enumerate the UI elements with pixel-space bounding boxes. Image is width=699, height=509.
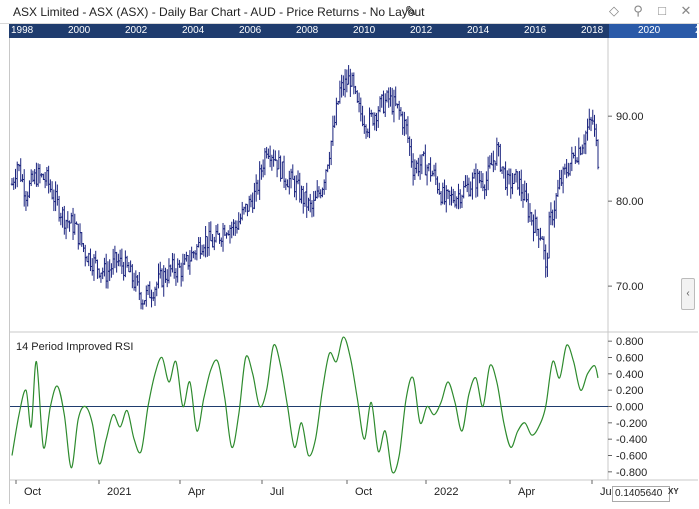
rsi-tick-label: 0.000 — [616, 402, 644, 414]
rsi-tick-label: -0.400 — [616, 434, 647, 446]
navigator-year-label: 2018 — [581, 25, 604, 36]
navigator-year-label: 2010 — [353, 25, 376, 36]
rsi-tick-label: -0.800 — [616, 467, 647, 479]
price-tick-label: 80.00 — [616, 196, 644, 208]
navigator-year-label: 2008 — [296, 25, 319, 36]
price-axis-scroll-handle[interactable]: ‹ — [681, 278, 695, 310]
navigator-selection[interactable] — [609, 24, 697, 38]
value-readout: 0.1405640 — [612, 486, 670, 502]
navigator-year-label: 2006 — [239, 25, 262, 36]
diamond-icon[interactable]: ◇ — [609, 3, 619, 18]
navigator-year-label: 2004 — [182, 25, 205, 36]
rsi-tick-label: -0.600 — [616, 451, 647, 463]
x-tick-label: 2021 — [107, 486, 131, 498]
chart-canvas: 70.00 80.00 90.00 14 Period Improved RSI 0.8… — [10, 38, 698, 498]
rsi-tick-label: 0.600 — [616, 353, 644, 365]
navigator-year-label: 2002 — [125, 25, 148, 36]
navigator-year-label: 2020 — [638, 25, 661, 36]
rsi-tick-label: 0.200 — [616, 385, 644, 397]
indicator-title: 14 Period Improved RSI — [16, 341, 133, 353]
pencil-icon[interactable]: ✎ — [405, 3, 417, 19]
maximize-icon[interactable]: □ — [658, 3, 666, 18]
navigator-year-label: 2000 — [68, 25, 91, 36]
x-tick-label: Oct — [355, 486, 372, 498]
chart-title: ASX Limited - ASX (ASX) - Daily Bar Char… — [13, 5, 425, 19]
price-tick-label: 70.00 — [616, 281, 644, 293]
xy-toggle[interactable]: XY — [668, 487, 679, 496]
x-tick-label: 2022 — [434, 486, 458, 498]
x-tick-label: Apr — [188, 486, 205, 498]
navigator-year-label: 2022 — [695, 25, 697, 36]
rsi-tick-label: -0.200 — [616, 418, 647, 430]
x-tick-label: Oct — [24, 486, 41, 498]
timeline-navigator[interactable]: 1998 2000 2002 2004 2006 2008 2010 2012 2014 2016… — [9, 24, 697, 38]
window-controls: ◇ ⚲ □ ✕ — [607, 3, 693, 19]
rsi-line — [11, 336, 599, 474]
x-tick-label: Jul — [270, 486, 284, 498]
price-tick-label: 90.00 — [616, 111, 644, 123]
navigator-year-label: 1998 — [11, 25, 34, 36]
navigator-year-label: 2014 — [467, 25, 490, 36]
chart-title-bar: ASX Limited - ASX (ASX) - Daily Bar Char… — [0, 0, 699, 24]
rsi-tick-label: 0.800 — [616, 336, 644, 348]
x-tick-label: Jul — [600, 486, 614, 498]
close-icon[interactable]: ✕ — [680, 3, 692, 18]
navigator-year-label: 2012 — [410, 25, 433, 36]
chart-frame: 70.00 80.00 90.00 14 Period Improved RSI 0.8… — [9, 38, 698, 504]
pin-icon[interactable]: ⚲ — [633, 3, 643, 18]
rsi-tick-label: 0.400 — [616, 369, 644, 381]
navigator-year-label: 2016 — [524, 25, 547, 36]
x-tick-label: Apr — [518, 486, 535, 498]
